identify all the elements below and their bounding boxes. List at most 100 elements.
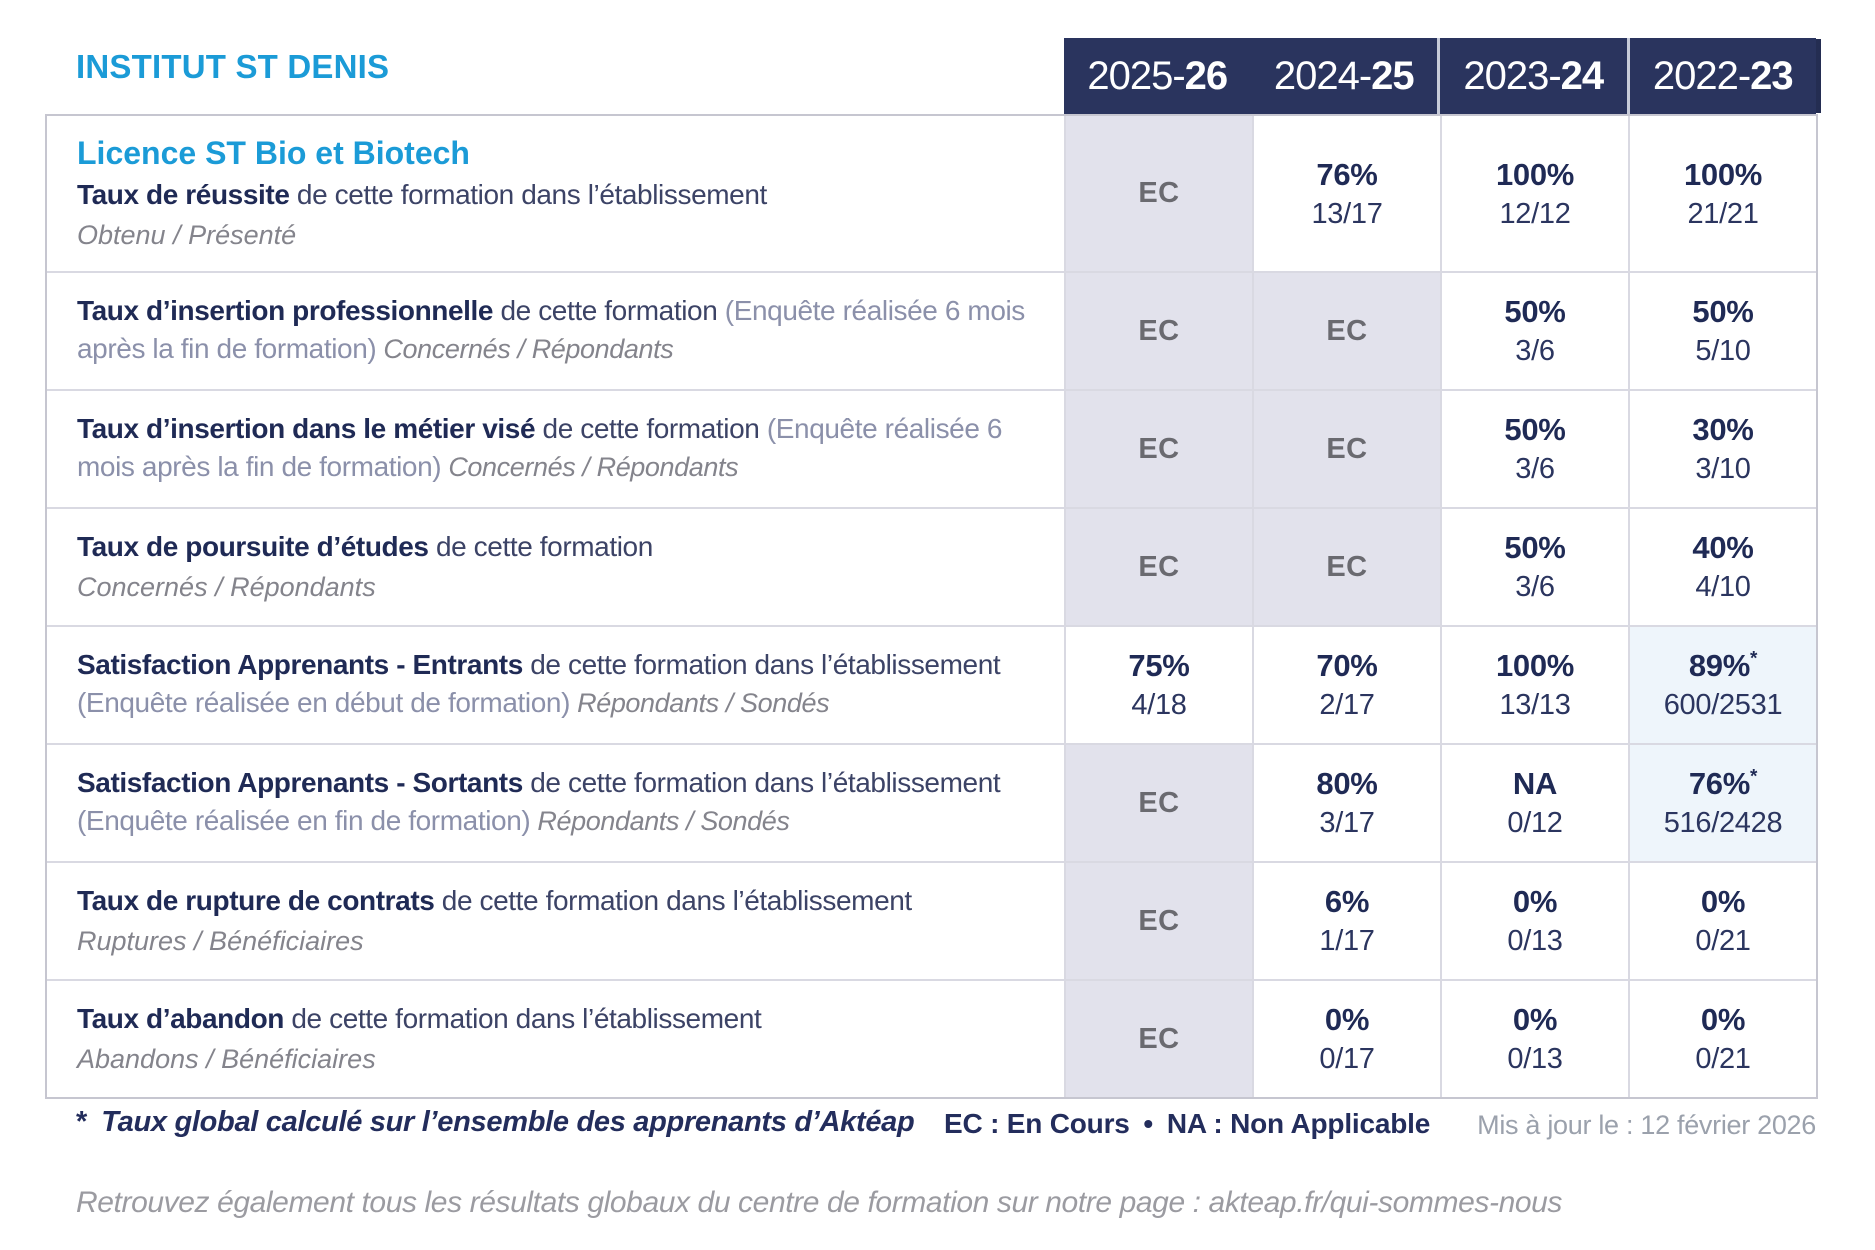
survey-detail-text: (Enquête réalisée 6 mois après la fin de… bbox=[77, 295, 1025, 364]
ratio-value: 3/6 bbox=[1515, 571, 1555, 603]
program-title: Licence ST Bio et Biotech bbox=[77, 135, 470, 171]
percentage-value: 50% bbox=[1504, 412, 1566, 447]
global-rate-footnote: * Taux global calculé sur l’ensemble des … bbox=[76, 1106, 915, 1139]
in-progress-cell: EC bbox=[1252, 391, 1440, 507]
value-cell: 70% 2/17 bbox=[1252, 627, 1440, 743]
value-cell: 50% 3/6 bbox=[1440, 273, 1628, 389]
table-row: Satisfaction Apprenants - Sortants de ce… bbox=[47, 743, 1816, 861]
percentage-value: 50% bbox=[1692, 294, 1754, 329]
value-cell: 0% 0/17 bbox=[1252, 981, 1440, 1097]
asterisk-marker: * bbox=[1750, 766, 1758, 788]
ratio-value: 4/18 bbox=[1131, 689, 1187, 721]
indicator-label-cell: Taux d’insertion dans le métier visé de … bbox=[47, 391, 1064, 507]
percentage-value: 0% bbox=[1700, 884, 1746, 919]
in-progress-label: EC bbox=[1326, 432, 1368, 465]
ratio-definition: Ruptures / Bénéficiaires bbox=[77, 925, 364, 956]
percentage-value: 100% bbox=[1495, 156, 1575, 192]
table-row: Taux d’insertion professionnelle de cett… bbox=[47, 271, 1816, 389]
ratio-value: 0/21 bbox=[1695, 925, 1751, 957]
asterisk-marker: * bbox=[76, 1106, 88, 1138]
ratio-value: 13/17 bbox=[1311, 197, 1383, 230]
in-progress-label: EC bbox=[1138, 1022, 1180, 1055]
percentage-value: 50% bbox=[1504, 294, 1566, 329]
value-cell: 100% 13/13 bbox=[1440, 627, 1628, 743]
in-progress-cell: EC bbox=[1064, 509, 1252, 625]
percentage-value: 50% bbox=[1504, 530, 1566, 565]
indicator-description: Satisfaction Apprenants - Entrants de ce… bbox=[77, 646, 1042, 722]
indicator-label-cell: Taux de rupture de contrats de cette for… bbox=[47, 863, 1064, 979]
indicator-description: Taux d’abandon de cette formation dans l… bbox=[77, 1000, 1042, 1038]
ratio-definition: Abandons / Bénéficiaires bbox=[77, 1043, 376, 1074]
indicator-description: Taux de rupture de contrats de cette for… bbox=[77, 882, 1042, 920]
in-progress-cell: EC bbox=[1252, 273, 1440, 389]
indicator-name: Taux d’insertion dans le métier visé bbox=[77, 413, 536, 444]
percentage-value: 100% bbox=[1683, 156, 1763, 192]
percentage-value: 100% bbox=[1495, 648, 1575, 683]
value-cell: 30% 3/10 bbox=[1628, 391, 1816, 507]
indicator-label-cell: Satisfaction Apprenants - Sortants de ce… bbox=[47, 745, 1064, 861]
value-cell: NA 0/12 bbox=[1440, 745, 1628, 861]
in-progress-label: EC bbox=[1138, 432, 1180, 465]
value-cell: 40% 4/10 bbox=[1628, 509, 1816, 625]
year-column-header: 2023- 24 bbox=[1437, 38, 1627, 114]
ratio-value: 12/12 bbox=[1499, 197, 1571, 230]
percentage-value: 76% bbox=[1316, 156, 1378, 192]
value-cell: 0% 0/21 bbox=[1628, 863, 1816, 979]
ratio-value: 0/12 bbox=[1507, 807, 1563, 839]
table-row: Satisfaction Apprenants - Entrants de ce… bbox=[47, 625, 1816, 743]
indicator-description: Taux d’insertion dans le métier visé de … bbox=[77, 410, 1042, 486]
value-cell: 0% 0/13 bbox=[1440, 863, 1628, 979]
percentage-value: 75% bbox=[1128, 648, 1190, 683]
institution-name: INSTITUT ST DENIS bbox=[76, 48, 390, 85]
in-progress-cell: EC bbox=[1252, 509, 1440, 625]
value-cell: 89%* 600/2531 bbox=[1628, 627, 1816, 743]
table-row: Taux de rupture de contrats de cette for… bbox=[47, 861, 1816, 979]
in-progress-label: EC bbox=[1138, 904, 1180, 937]
table-row: Licence ST Bio et Biotech Taux de réussit… bbox=[47, 116, 1816, 271]
ratio-definition: Concernés / Répondants bbox=[441, 452, 739, 482]
results-table: Licence ST Bio et Biotech Taux de réussit… bbox=[45, 114, 1818, 1099]
ratio-definition: Concernés / Répondants bbox=[77, 571, 376, 602]
in-progress-label: EC bbox=[1138, 786, 1180, 819]
year-column-header: 2025- 26 bbox=[1087, 53, 1228, 98]
year-column-header: 2022- 23 bbox=[1626, 38, 1817, 114]
percentage-value: 0% bbox=[1512, 884, 1558, 919]
ratio-value: 13/13 bbox=[1499, 689, 1571, 721]
indicator-name: Taux d’abandon bbox=[77, 1002, 284, 1034]
ratio-value: 3/10 bbox=[1695, 453, 1751, 485]
table-row: Taux d’abandon de cette formation dans l… bbox=[47, 979, 1816, 1097]
ratio-definition: Répondants / Sondés bbox=[570, 688, 830, 718]
ratio-value: 0/21 bbox=[1695, 1043, 1751, 1075]
value-cell: 0% 0/13 bbox=[1440, 981, 1628, 1097]
indicator-description: Taux de réussite de cette formation dans… bbox=[77, 176, 1042, 214]
indicator-name: Taux de poursuite d’études bbox=[77, 530, 429, 562]
indicator-label-cell: Taux de poursuite d’études de cette form… bbox=[47, 509, 1064, 625]
asterisk-marker: * bbox=[1750, 648, 1758, 670]
indicator-label-cell: Taux d’insertion professionnelle de cett… bbox=[47, 273, 1064, 389]
in-progress-cell: EC bbox=[1064, 981, 1252, 1097]
percentage-value: 76%* bbox=[1688, 766, 1758, 801]
ratio-value: 5/10 bbox=[1695, 335, 1751, 367]
in-progress-label: EC bbox=[1138, 314, 1180, 347]
in-progress-cell: EC bbox=[1064, 116, 1252, 271]
indicator-scope-text: de cette formation bbox=[535, 413, 760, 444]
percentage-value: 0% bbox=[1324, 1002, 1370, 1037]
survey-detail-text: (Enquête réalisée 6 mois après la fin de… bbox=[77, 413, 1003, 482]
last-updated-date: Mis à jour le : 12 février 2026 bbox=[1477, 1110, 1816, 1140]
percentage-value: 0% bbox=[1512, 1002, 1558, 1037]
indicator-scope-text: de cette formation dans l’établissement bbox=[522, 649, 1001, 680]
ratio-value: 516/2428 bbox=[1663, 807, 1783, 839]
ratio-value: 3/6 bbox=[1515, 453, 1555, 485]
ratio-definition: Répondants / Sondés bbox=[530, 806, 790, 836]
indicator-name: Taux d’insertion professionnelle bbox=[77, 295, 494, 326]
value-cell: 75% 4/18 bbox=[1064, 627, 1252, 743]
indicator-scope-text: de cette formation dans l’établissement bbox=[284, 1002, 762, 1034]
indicator-scope-text: de cette formation dans l’établissement bbox=[522, 767, 1001, 798]
in-progress-label: EC bbox=[1138, 550, 1180, 583]
ratio-value: 1/17 bbox=[1319, 925, 1375, 957]
value-cell: 100% 21/21 bbox=[1628, 116, 1816, 271]
indicator-scope-text: de cette formation bbox=[493, 295, 718, 326]
in-progress-label: EC bbox=[1326, 314, 1368, 347]
indicator-description: Taux de poursuite d’études de cette form… bbox=[77, 528, 1042, 566]
percentage-value: 70% bbox=[1316, 648, 1378, 683]
